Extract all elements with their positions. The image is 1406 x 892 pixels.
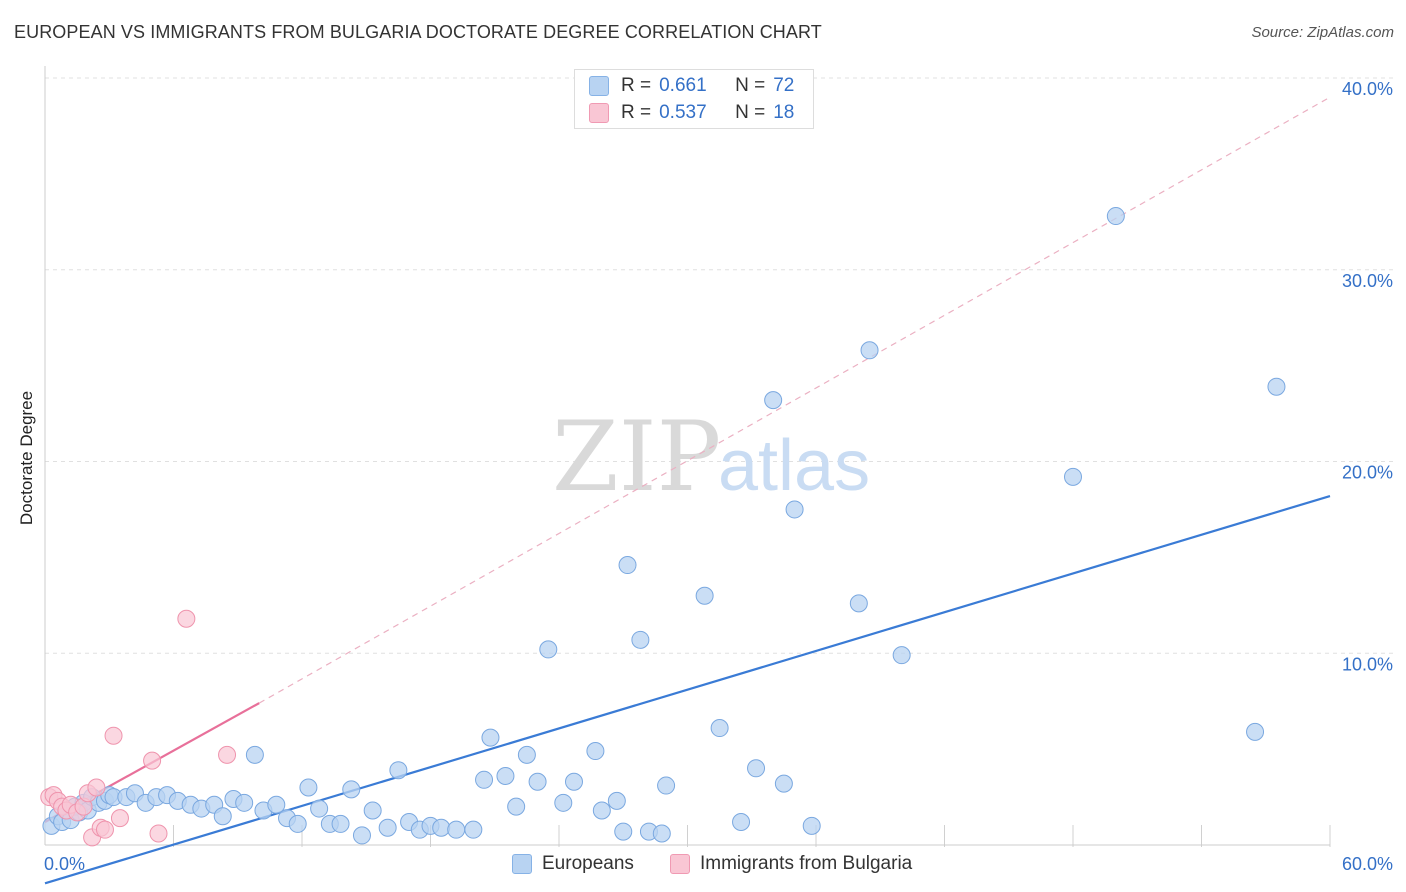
- bottom-legend-europeans: Europeans: [512, 851, 634, 877]
- point-europeans: [245, 745, 264, 764]
- trendline-bulgaria-extension: [258, 96, 1331, 704]
- point-europeans: [528, 772, 547, 791]
- point-europeans: [1106, 207, 1125, 226]
- y-tick-label: 40.0%: [1342, 79, 1393, 99]
- chart-title: EUROPEAN VS IMMIGRANTS FROM BULGARIA DOC…: [14, 22, 822, 42]
- point-europeans: [1267, 377, 1286, 396]
- point-europeans: [710, 719, 729, 738]
- point-europeans: [331, 814, 350, 833]
- point-bulgaria: [110, 809, 129, 828]
- point-europeans: [299, 778, 318, 797]
- point-europeans: [447, 820, 466, 839]
- point-europeans: [554, 793, 573, 812]
- point-europeans: [764, 391, 783, 410]
- legend-r-value: 0.537: [659, 102, 707, 123]
- point-europeans: [235, 793, 254, 812]
- point-europeans: [892, 646, 911, 665]
- point-europeans: [464, 820, 483, 839]
- y-tick-label: 20.0%: [1342, 463, 1393, 483]
- bottom-legend-swatch-pink: [670, 854, 690, 874]
- source-credit: Source: ZipAtlas.com: [1251, 24, 1394, 41]
- legend-swatch-blue: [589, 76, 609, 96]
- point-europeans: [785, 500, 804, 519]
- point-europeans: [432, 818, 451, 837]
- point-europeans: [564, 772, 583, 791]
- point-europeans: [539, 640, 558, 659]
- point-europeans: [507, 797, 526, 816]
- point-europeans: [747, 759, 766, 778]
- point-europeans: [363, 801, 382, 820]
- point-europeans: [802, 816, 821, 835]
- watermark-zip: ZIP: [552, 401, 721, 513]
- point-europeans: [618, 556, 637, 575]
- point-europeans: [657, 776, 676, 795]
- point-europeans: [481, 728, 500, 747]
- point-europeans: [586, 742, 605, 761]
- point-europeans: [614, 822, 633, 841]
- y-tick-label: 10.0%: [1342, 654, 1393, 674]
- point-bulgaria: [149, 824, 168, 843]
- point-europeans: [849, 594, 868, 613]
- legend-n-label: N =: [735, 75, 766, 96]
- point-bulgaria: [177, 609, 196, 628]
- watermark-atlas: atlas: [718, 426, 870, 506]
- point-europeans: [496, 766, 515, 785]
- legend-n-label: N =: [735, 102, 766, 123]
- data-points: [40, 207, 1286, 847]
- legend-r-label: R =: [621, 102, 652, 123]
- point-bulgaria: [143, 751, 162, 770]
- legend-n-value: 72: [773, 75, 795, 96]
- point-europeans: [213, 807, 232, 826]
- point-bulgaria: [104, 726, 123, 745]
- y-tick-label: 30.0%: [1342, 271, 1393, 291]
- point-europeans: [517, 745, 536, 764]
- point-bulgaria: [95, 820, 114, 839]
- legend-r-value: 0.661: [659, 75, 707, 96]
- point-europeans: [607, 791, 626, 810]
- point-europeans: [475, 770, 494, 789]
- legend-row-bulgaria: R = 0.537 N = 18: [589, 101, 794, 125]
- point-europeans: [860, 341, 879, 360]
- point-bulgaria: [87, 778, 106, 797]
- point-europeans: [342, 780, 361, 799]
- trendline-europeans: [44, 494, 1331, 885]
- point-europeans: [288, 814, 307, 833]
- point-europeans: [774, 774, 793, 793]
- point-europeans: [1064, 467, 1082, 486]
- legend-row-europeans: R = 0.661 N = 72: [589, 74, 794, 98]
- correlation-legend: R = 0.661 N = 72 R = 0.537 N = 18: [574, 69, 814, 129]
- bottom-legend-label-europeans: Europeans: [542, 853, 634, 874]
- point-europeans: [352, 826, 371, 845]
- legend-swatch-pink: [589, 103, 609, 123]
- point-europeans: [267, 795, 286, 814]
- point-europeans: [1246, 722, 1265, 741]
- legend-n-value: 18: [773, 102, 795, 123]
- axes: [44, 66, 1330, 846]
- point-europeans: [378, 818, 397, 837]
- x-tick-label-min: 0.0%: [44, 854, 85, 874]
- point-europeans: [592, 801, 611, 820]
- point-europeans: [652, 824, 671, 843]
- point-europeans: [631, 630, 650, 649]
- point-europeans: [310, 799, 329, 818]
- bottom-legend-label-bulgaria: Immigrants from Bulgaria: [700, 853, 913, 874]
- x-tick-label-max: 60.0%: [1342, 854, 1393, 874]
- point-europeans: [389, 761, 408, 780]
- point-europeans: [695, 586, 714, 605]
- bottom-legend-swatch-blue: [512, 854, 532, 874]
- bottom-legend-bulgaria: Immigrants from Bulgaria: [670, 851, 912, 877]
- legend-r-label: R =: [621, 75, 652, 96]
- point-europeans: [732, 812, 751, 831]
- tick-labels: 10.0% 20.0% 30.0% 40.0% 0.0% 60.0%: [44, 79, 1393, 874]
- point-bulgaria: [218, 745, 237, 764]
